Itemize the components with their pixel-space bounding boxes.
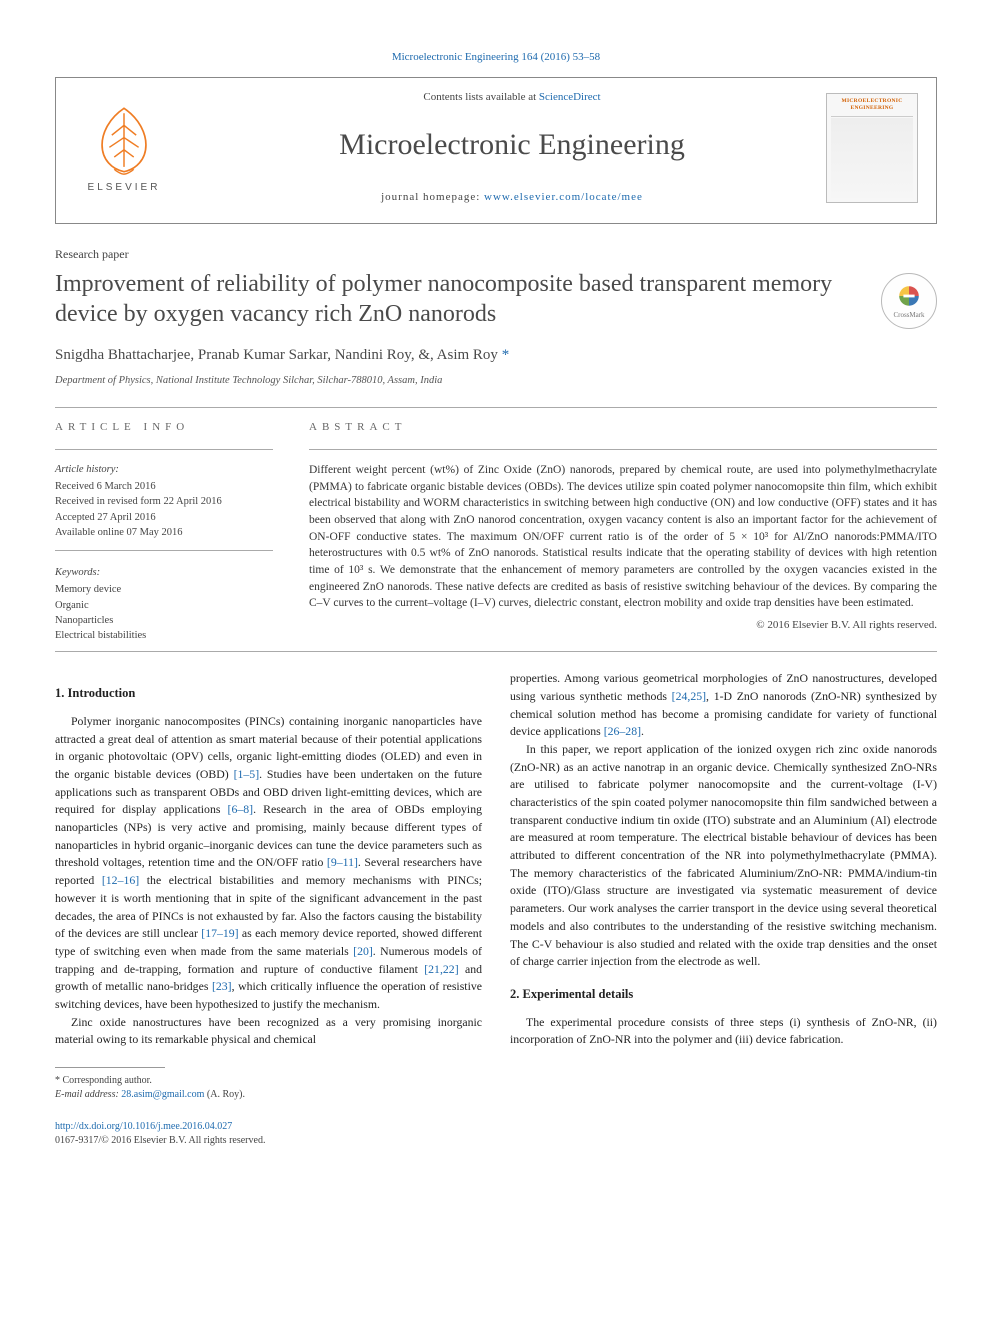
abstract-head: abstract <box>309 420 937 435</box>
corresponding-author-marker[interactable]: * <box>502 347 510 363</box>
citation-ref[interactable]: [20] <box>353 944 373 958</box>
crossmark-icon <box>895 282 923 310</box>
email-line: E-mail address: 28.asim@gmail.com (A. Ro… <box>55 1088 482 1102</box>
divider <box>309 449 937 450</box>
abstract-text: Different weight percent (wt%) of Zinc O… <box>309 462 937 612</box>
footnote-divider <box>55 1067 165 1068</box>
body-paragraph: In this paper, we report application of … <box>510 741 937 971</box>
crossmark-badge[interactable]: CrossMark <box>881 273 937 329</box>
contents-line: Contents lists available at ScienceDirec… <box>206 90 818 105</box>
section-heading-experimental: 2. Experimental details <box>510 985 937 1004</box>
body-paragraph: Zinc oxide nanostructures have been reco… <box>55 1014 482 1049</box>
right-column: properties. Among various geometrical mo… <box>510 670 937 1102</box>
keyword: Memory device <box>55 582 273 597</box>
article-history-line: Available online 07 May 2016 <box>55 525 273 540</box>
section-heading-intro: 1. Introduction <box>55 684 482 703</box>
citation-ref[interactable]: [12–16] <box>102 873 139 887</box>
article-history-head: Article history: <box>55 462 273 477</box>
journal-homepage-link[interactable]: www.elsevier.com/locate/mee <box>484 191 643 203</box>
keyword: Electrical bistabilities <box>55 628 273 643</box>
article-history-line: Received in revised form 22 April 2016 <box>55 494 273 509</box>
page-footer: http://dx.doi.org/10.1016/j.mee.2016.04.… <box>55 1120 937 1148</box>
article-history-line: Received 6 March 2016 <box>55 479 273 494</box>
divider <box>55 407 937 408</box>
citation-ref[interactable]: [17–19] <box>201 926 238 940</box>
citation-ref[interactable]: [21,22] <box>424 962 458 976</box>
body-paragraph: Polymer inorganic nanocomposites (PINCs)… <box>55 713 482 1014</box>
body-paragraph: The experimental procedure consists of t… <box>510 1014 937 1049</box>
citation-ref[interactable]: [26–28] <box>604 724 641 738</box>
elsevier-logo-text: ELSEVIER <box>88 181 161 195</box>
citation-ref[interactable]: [1–5] <box>234 767 260 781</box>
journal-cover-thumb: MICROELECTRONIC ENGINEERING <box>826 93 918 203</box>
homepage-line: journal homepage: www.elsevier.com/locat… <box>206 190 818 205</box>
abstract-copyright: © 2016 Elsevier B.V. All rights reserved… <box>309 618 937 633</box>
sciencedirect-link[interactable]: ScienceDirect <box>539 91 601 103</box>
journal-citation-link[interactable]: Microelectronic Engineering 164 (2016) 5… <box>392 51 600 63</box>
article-info-head: article info <box>55 420 273 435</box>
citation-ref[interactable]: [24,25] <box>672 689 706 703</box>
divider <box>55 550 273 551</box>
keyword: Organic <box>55 598 273 613</box>
article-history-line: Accepted 27 April 2016 <box>55 510 273 525</box>
citation-ref[interactable]: [6–8] <box>228 802 254 816</box>
footnote-block: * Corresponding author. E-mail address: … <box>55 1074 482 1102</box>
doi-link[interactable]: http://dx.doi.org/10.1016/j.mee.2016.04.… <box>55 1121 232 1132</box>
affiliation: Department of Physics, National Institut… <box>55 374 937 389</box>
corresponding-author-note: * Corresponding author. <box>55 1074 482 1088</box>
elsevier-tree-icon <box>85 101 163 179</box>
paper-title: Improvement of reliability of polymer na… <box>55 269 857 329</box>
article-info-column: article info Article history: Received 6… <box>55 420 273 644</box>
journal-name: Microelectronic Engineering <box>206 124 818 166</box>
header-center: Contents lists available at ScienceDirec… <box>198 90 826 205</box>
left-column: 1. Introduction Polymer inorganic nanoco… <box>55 670 482 1102</box>
abstract-column: abstract Different weight percent (wt%) … <box>309 420 937 644</box>
journal-citation: Microelectronic Engineering 164 (2016) 5… <box>55 50 937 65</box>
elsevier-logo: ELSEVIER <box>74 93 174 203</box>
email-link[interactable]: 28.asim@gmail.com <box>121 1089 204 1100</box>
journal-header-box: ELSEVIER Contents lists available at Sci… <box>55 77 937 224</box>
issn-copyright: 0167-9317/© 2016 Elsevier B.V. All right… <box>55 1135 265 1146</box>
keywords-head: Keywords: <box>55 565 273 580</box>
keyword: Nanoparticles <box>55 613 273 628</box>
divider <box>55 651 937 652</box>
paper-type: Research paper <box>55 246 937 263</box>
citation-ref[interactable]: [23] <box>212 979 232 993</box>
citation-ref[interactable]: [9–11] <box>327 855 358 869</box>
authors-line: Snigdha Bhattacharjee, Pranab Kumar Sark… <box>55 345 937 366</box>
divider <box>55 449 273 450</box>
body-paragraph: properties. Among various geometrical mo… <box>510 670 937 741</box>
